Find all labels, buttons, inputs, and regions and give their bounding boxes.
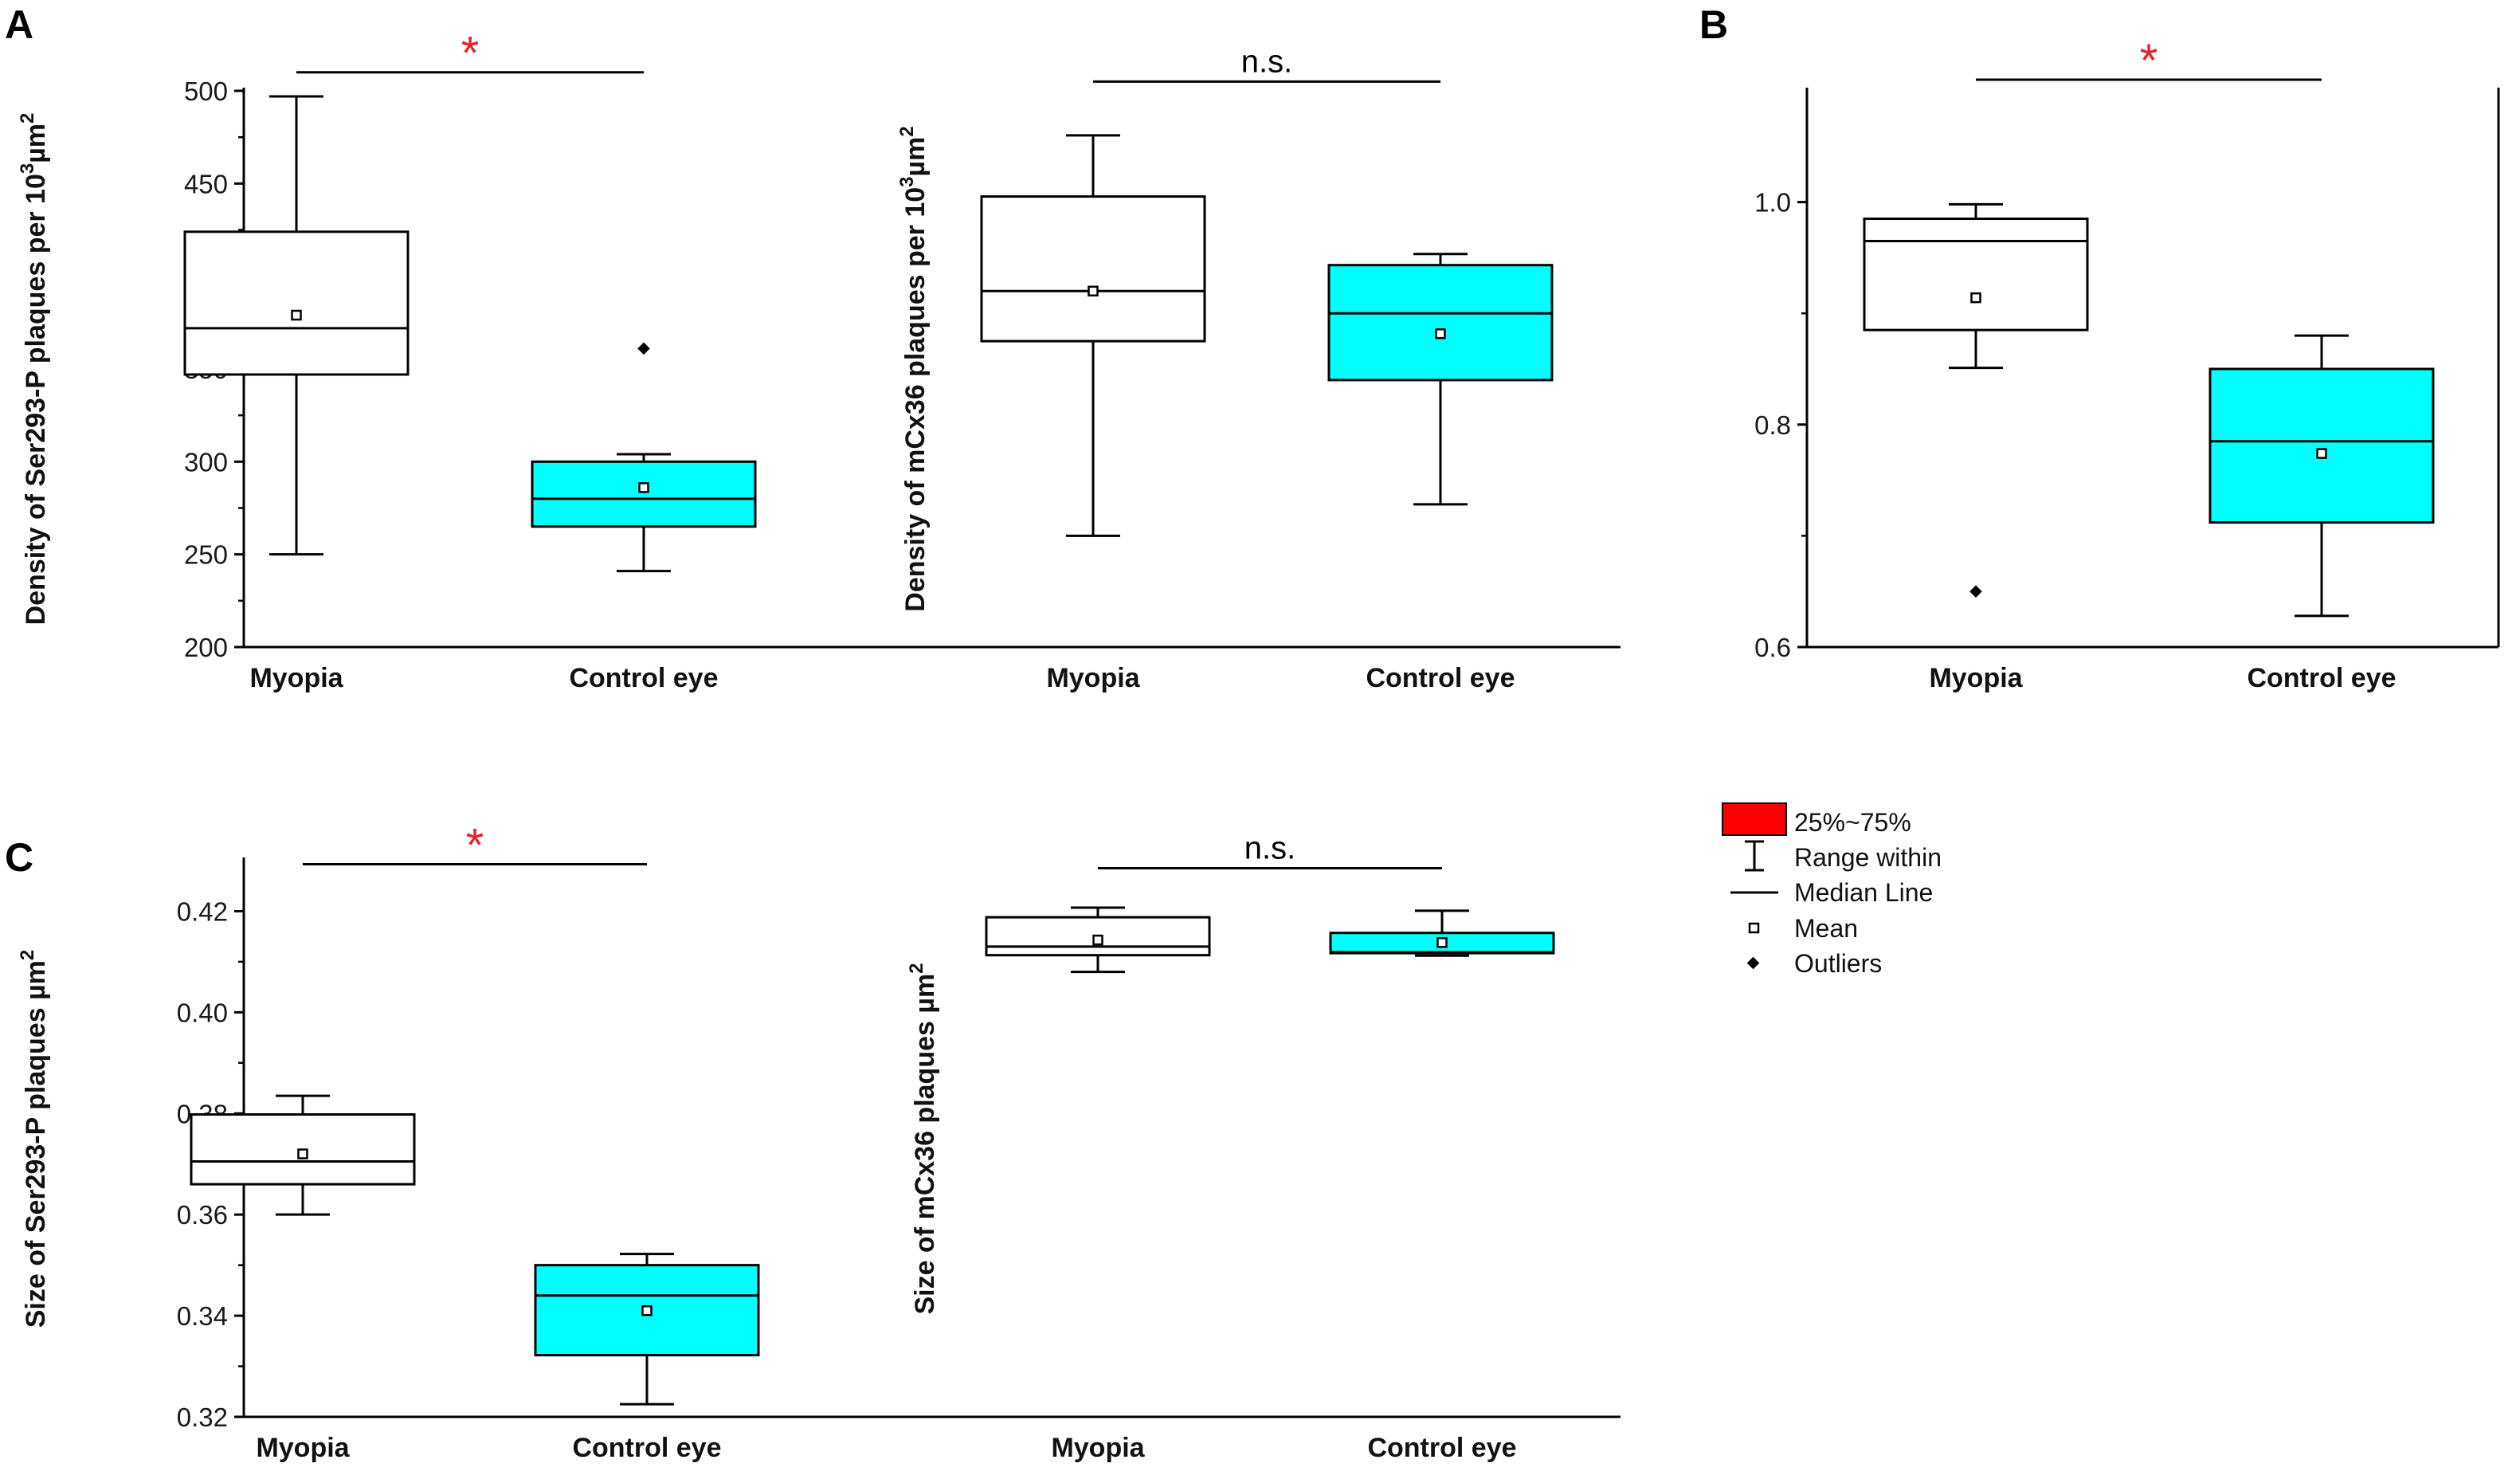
outlier-marker-icon <box>1746 956 1760 970</box>
iqr-box <box>531 460 757 528</box>
y-axis-label: Size of Ser293-P plaques µm2 <box>17 950 51 1328</box>
y-tick-label: 0.32 <box>177 1402 228 1432</box>
y-tick-label: 200 <box>184 633 228 662</box>
mean-marker <box>2316 448 2327 459</box>
x-category-label: Control eye <box>2247 663 2396 693</box>
x-category-label: Myopia <box>1046 663 1140 693</box>
y-tick-label: 0.40 <box>177 998 228 1027</box>
box-myopia <box>183 95 410 556</box>
box-control-eye <box>534 1253 760 1406</box>
box-myopia <box>985 906 1211 974</box>
plot-c2: Size of mCx36 plaques µm2 Myopia Control e… <box>884 831 1621 1463</box>
x-category-label: Myopia <box>249 663 343 693</box>
significance-label: n.s. <box>1241 44 1292 79</box>
x-category-label: Control eye <box>1366 663 1515 693</box>
y-tick-label: 500 <box>184 76 228 106</box>
mean-marker-icon <box>1748 922 1760 934</box>
y-tick-label: 0.34 <box>177 1301 228 1331</box>
y-tick-label: 0.6 <box>1754 633 1791 662</box>
mean-marker <box>297 1148 308 1159</box>
outlier-marker <box>1969 585 1982 598</box>
panel-letter-a: A <box>5 2 33 47</box>
y-tick-label: 0.42 <box>177 896 228 926</box>
legend: 25%~75% Range within Median Line Mean Ou… <box>1722 802 1942 978</box>
range-whisker-icon <box>1745 840 1764 872</box>
x-category-label: Control eye <box>1367 1433 1516 1463</box>
mean-marker <box>1088 285 1099 297</box>
legend-box-swatch <box>1722 802 1787 836</box>
y-axis-label: Density of Ser293-P plaques per 103µm2 <box>17 113 51 626</box>
iqr-box <box>2208 367 2435 524</box>
mean-marker <box>638 482 649 493</box>
y-tick-label: 0.8 <box>1754 410 1791 440</box>
box-myopia <box>190 1094 416 1216</box>
iqr-box <box>1327 264 1554 382</box>
mean-marker <box>1436 937 1448 948</box>
legend-box-label: 25%~75% <box>1794 808 1911 837</box>
plot-a1: 200250300350400450500Density of Ser293-P… <box>17 28 884 693</box>
y-tick-label: 1.0 <box>1754 188 1791 218</box>
box-myopia <box>980 134 1206 537</box>
box-control-eye <box>1329 909 1555 957</box>
legend-range-label: Range within <box>1794 843 1942 872</box>
significance-label: n.s. <box>1244 831 1295 866</box>
significance-label: * <box>461 28 480 80</box>
y-tick-label: 250 <box>184 540 228 570</box>
box-control-eye <box>531 342 757 573</box>
mean-marker <box>1435 328 1446 339</box>
plot-b: 0.60.81.0Ser293 % mCx36 phosphorylatedMy… <box>1754 35 2500 693</box>
panel-letter-c: C <box>5 835 33 880</box>
x-category-label: Myopia <box>1051 1433 1145 1463</box>
panel-letter-b: B <box>1699 2 1728 47</box>
y-tick-label: 300 <box>184 447 228 477</box>
plot-a2: Density of mCx36 plaques per 103µm2 Myopi… <box>884 44 1621 693</box>
iqr-box <box>980 195 1206 343</box>
box-control-eye <box>1327 253 1554 506</box>
outlier-marker <box>637 342 650 355</box>
box-control-eye <box>2208 334 2435 618</box>
legend-outliers-label: Outliers <box>1794 949 1882 978</box>
significance-label: * <box>2140 35 2158 87</box>
mean-marker <box>641 1304 653 1316</box>
mean-marker <box>1970 292 1981 304</box>
legend-mean-label: Mean <box>1794 914 1858 943</box>
legend-median-label: Median Line <box>1794 878 1933 907</box>
y-axis-label: Density of mCx36 plaques per 103µm2 <box>896 126 931 611</box>
iqr-box <box>1863 218 2089 332</box>
mean-marker <box>1092 934 1103 946</box>
y-tick-label: 0.36 <box>177 1200 228 1230</box>
x-category-label: Control eye <box>569 663 718 693</box>
y-axis-label: Size of mCx36 plaques µm2 <box>906 963 940 1314</box>
y-tick-label: 450 <box>184 169 228 198</box>
mean-marker <box>291 309 302 321</box>
x-category-label: Control eye <box>572 1433 721 1463</box>
x-category-label: Myopia <box>256 1433 350 1463</box>
significance-label: * <box>466 819 484 871</box>
x-category-label: Myopia <box>1929 663 2023 693</box>
iqr-box <box>183 230 410 376</box>
box-myopia <box>1863 202 2089 598</box>
